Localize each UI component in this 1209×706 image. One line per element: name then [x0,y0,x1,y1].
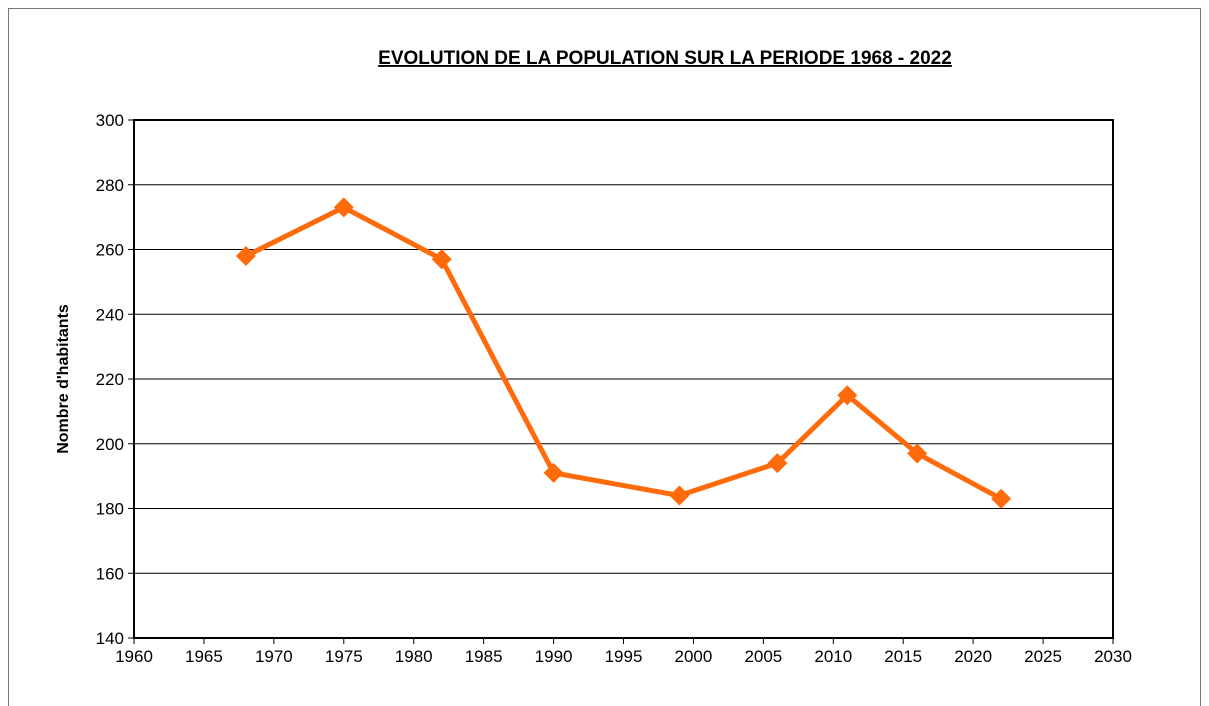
marker [837,385,858,406]
x-tick-label: 2025 [1024,647,1062,666]
x-tick-label: 2020 [954,647,992,666]
x-tick-label: 1960 [115,647,153,666]
y-tick-label: 220 [96,370,124,389]
x-tick-label: 2015 [884,647,922,666]
x-tick-label: 1965 [185,647,223,666]
x-tick-label: 2030 [1094,647,1132,666]
x-tick-label: 2010 [814,647,852,666]
y-tick-label: 200 [96,435,124,454]
x-tick-label: 1990 [535,647,573,666]
marker [431,249,452,270]
x-tick-label: 1970 [255,647,293,666]
x-tick-label: 2000 [675,647,713,666]
x-tick-label: 2005 [744,647,782,666]
marker [669,485,690,506]
chart-title: EVOLUTION DE LA POPULATION SUR LA PERIOD… [378,48,952,69]
y-tick-label: 140 [96,629,124,648]
y-tick-label: 300 [96,111,124,130]
marker [907,443,928,464]
x-tick-label: 1995 [605,647,643,666]
y-tick-label: 260 [96,241,124,260]
plot-area [133,119,1114,639]
y-tick-label: 240 [96,305,124,324]
marker [543,462,564,483]
line [244,204,1003,501]
marker [767,453,788,474]
y-tick-label: 280 [96,176,124,195]
x-tick-label: 1980 [395,647,433,666]
x-tick-label: 1975 [325,647,363,666]
marker [991,488,1012,509]
marker [333,197,354,218]
frame [8,8,1201,706]
y-tick-label: 180 [96,500,124,519]
marker [235,245,256,266]
x-tick-label: 1985 [465,647,503,666]
y-axis-label: Nombre d'habitants [55,304,72,454]
y-tick-label: 160 [96,564,124,583]
